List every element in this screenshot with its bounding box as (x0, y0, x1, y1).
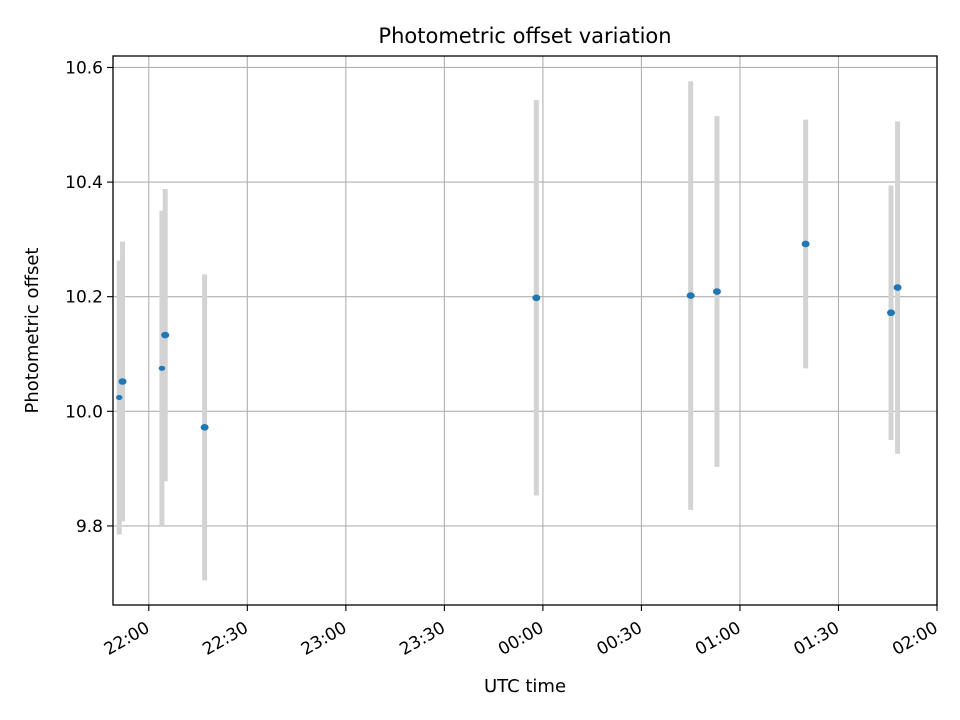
grid (113, 56, 938, 605)
y-tick-label: 10.2 (65, 288, 103, 308)
data-point (200, 424, 209, 431)
data-point (887, 309, 896, 317)
data-point (893, 284, 902, 291)
chart-title: Photometric offset variation (378, 24, 671, 48)
x-axis-label: UTC time (484, 676, 566, 697)
data-point (712, 288, 721, 295)
y-tick-label: 10.6 (65, 58, 103, 78)
y-axis-ticks: 9.8 10.0 10.2 10.4 10.6 (65, 58, 113, 537)
data-point (118, 378, 127, 385)
data-points (116, 240, 902, 431)
plot-frame (112, 55, 938, 606)
data-point (116, 395, 123, 401)
y-tick-label: 10.0 (65, 402, 103, 422)
y-tick-label: 10.4 (65, 173, 103, 193)
y-axis-label: Photometric offset (22, 248, 43, 414)
y-tick-label: 9.8 (76, 517, 103, 537)
data-point (532, 294, 541, 302)
data-point (686, 292, 695, 299)
data-point (801, 240, 810, 248)
data-point (158, 365, 166, 371)
data-point (161, 331, 170, 339)
